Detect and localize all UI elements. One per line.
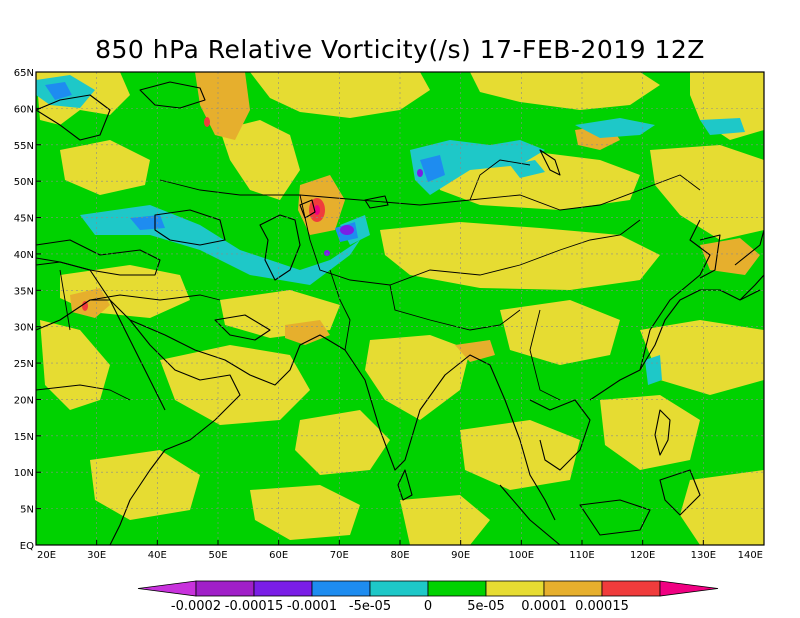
coastlines: [36, 81, 764, 545]
vorticity-field-moderate-negative: [45, 82, 445, 242]
x-tick-label: 20E: [37, 550, 56, 561]
x-tick-label: 60E: [269, 550, 288, 561]
colorbar-label: -0.0002: [171, 599, 221, 614]
gridlines: [36, 72, 764, 545]
colorbar-swatch: [601, 580, 661, 597]
x-tick-label: 120E: [630, 550, 655, 561]
colorbar-upper-extension: [659, 580, 719, 597]
x-tick-label: 90E: [451, 550, 470, 561]
y-tick-label: 60N: [14, 104, 34, 115]
colorbar-swatch: [195, 580, 255, 597]
colorbar-swatch: [369, 580, 429, 597]
colorbar-swatch: [311, 580, 371, 597]
x-tick-label: 110E: [569, 550, 594, 561]
x-tick-label: 130E: [691, 550, 716, 561]
y-tick-label: 30N: [14, 323, 34, 334]
x-tick-label: 40E: [148, 550, 167, 561]
x-tick-label: 80E: [390, 550, 409, 561]
colorbar-label: 0.0001: [521, 599, 567, 614]
x-tick-label: 50E: [208, 550, 227, 561]
y-tick-label: EQ: [20, 541, 34, 552]
colorbar-label: -5e-05: [349, 599, 391, 614]
x-axis-ticks: 20E 30E 40E 50E 60E 70E 80E 90E 100E 110E 120E 130E…: [35, 540, 765, 561]
y-tick-label: 25N: [14, 359, 34, 370]
political-borders: [36, 159, 701, 401]
x-tick-label: 70E: [330, 550, 349, 561]
vorticity-field-moderate-positive: [70, 72, 760, 362]
y-tick-label: 55N: [14, 141, 34, 152]
x-tick-label: 140E: [738, 550, 763, 561]
colorbar: -0.0002 -0.00015 -0.0001 -5e-05 0 5e-05 0.0001…: [137, 580, 719, 614]
y-tick-label: 15N: [14, 432, 34, 443]
map-title: 850 hPa Relative Vorticity(/s) 17-FEB-20…: [95, 35, 705, 64]
colorbar-swatch: [253, 580, 313, 597]
vorticity-field-strong-negative: [324, 169, 423, 256]
vorticity-field-max-positive: [314, 205, 320, 215]
colorbar-label: 0.00015: [575, 599, 629, 614]
colorbar-lower-extension: [137, 580, 197, 597]
colorbar-swatch: [427, 580, 487, 597]
y-tick-label: 20N: [14, 395, 34, 406]
x-tick-label: 30E: [87, 550, 106, 561]
colorbar-label: -0.0001: [287, 599, 337, 614]
y-tick-label: 40N: [14, 250, 34, 261]
y-tick-label: 5N: [20, 505, 34, 516]
colorbar-label: -0.00015: [225, 599, 283, 614]
x-tick-label: 100E: [509, 550, 534, 561]
y-tick-label: 10N: [14, 468, 34, 479]
y-tick-label: 45N: [14, 214, 34, 225]
y-tick-label: 50N: [14, 177, 34, 188]
colorbar-label: 5e-05: [467, 599, 505, 614]
y-tick-label: 35N: [14, 286, 34, 297]
y-tick-label: 65N: [14, 68, 34, 79]
colorbar-swatch: [543, 580, 603, 597]
colorbar-label: 0: [424, 599, 432, 614]
colorbar-swatch: [485, 580, 545, 597]
y-axis-ticks: EQ 5N 10N 15N 20N 25N 30N 35N 40N 45N 50N 55N 60N 65N: [14, 68, 41, 552]
